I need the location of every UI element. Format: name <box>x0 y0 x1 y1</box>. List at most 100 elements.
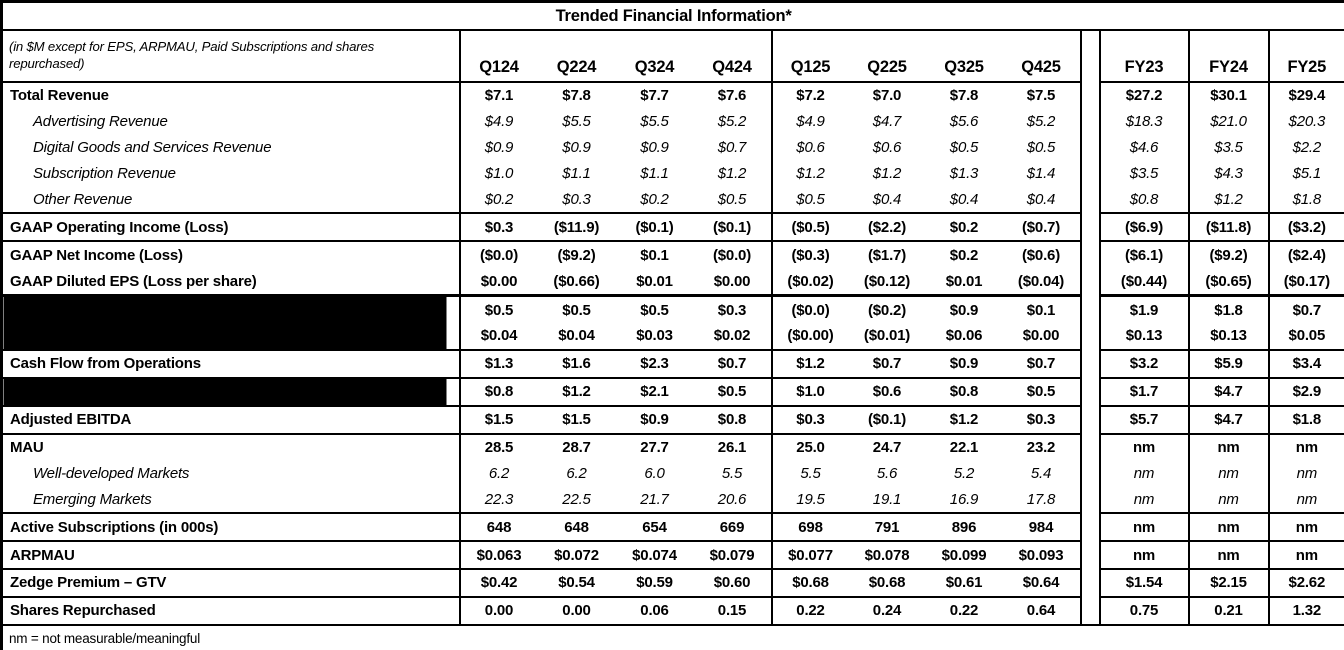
cell-redacted-row-1-fy25: $0.7 <box>1268 294 1344 324</box>
cell-shares-repurchased-fy24: 0.21 <box>1188 595 1270 625</box>
spacer-column-cell <box>1079 569 1101 597</box>
cell-shares-repurchased-fy25: 1.32 <box>1268 595 1344 625</box>
cell-redacted-row-1-q125: ($0.0) <box>771 294 849 324</box>
cell-shares-repurchased-q125: 0.22 <box>771 595 849 625</box>
cell-subscription-revenue-q324: $1.1 <box>640 165 669 183</box>
cell-advertising-revenue-fy24: $21.0 <box>1188 108 1270 135</box>
cell-gaap-net-income-q225: ($1.7) <box>848 240 926 269</box>
cell-cash-flow-from-operations-q424: $0.7 <box>693 348 773 378</box>
cell-active-subscriptions-fy23: nm <box>1099 512 1190 542</box>
cell-subscription-revenue-q125: $1.2 <box>796 165 825 183</box>
table-row-emerging-markets: Emerging Markets 22.3 22.5 21.7 20.6 19.5 19.1… <box>1 486 1344 514</box>
table-row-redacted-row-3: $0.8 $1.2 $2.1 $0.5 $1.0 $0.6 $0.8 $0.5 $1.7 $4.7… <box>1 376 1344 406</box>
cell-other-revenue-q225: $0.4 <box>872 191 902 208</box>
table-row-gaap-net-income: GAAP Net Income (Loss) ($0.0) ($9.2) $0.1 ($… <box>1 240 1344 269</box>
spacer-column-cell <box>1079 377 1101 406</box>
table-row-zedge-premium-gtv: Zedge Premium – GTV $0.42 $0.54 $0.59 $0.60 $… <box>1 568 1344 597</box>
cell-mau-q324: 27.7 <box>615 432 694 461</box>
cell-redacted-row-2-fy24: $0.13 <box>1188 323 1270 350</box>
cell-arpmau-q225: $0.078 <box>848 540 926 570</box>
cell-digital-goods-and-services-revenue-fy24: $3.5 <box>1188 134 1270 161</box>
footnote-row-nm: nm = not measurable/meaningful <box>1 623 1344 650</box>
spacer-column-cell <box>1079 323 1101 350</box>
cell-subscription-revenue-q424: $1.2 <box>693 160 773 187</box>
cell-zedge-premium-gtv-fy23: $1.54 <box>1099 568 1190 597</box>
cell-arpmau-q325: $0.099 <box>925 540 1003 570</box>
cell-advertising-revenue-q425: $5.2 <box>1026 113 1056 131</box>
col-header-fy24: FY24 <box>1188 30 1270 83</box>
cell-zedge-premium-gtv-q425: $0.64 <box>1002 568 1081 597</box>
cell-cash-flow-from-operations-q125: $1.2 <box>771 348 849 378</box>
cell-gaap-net-income-q324: $0.1 <box>615 240 694 269</box>
cell-shares-repurchased-q124: 0.00 <box>459 595 538 625</box>
cell-well-developed-markets-q224: 6.2 <box>566 464 587 482</box>
cell-total-revenue-fy25: $29.4 <box>1288 87 1326 105</box>
cell-gaap-operating-income-q425: ($0.7) <box>1002 212 1081 242</box>
row-label-subscription-revenue: Subscription Revenue <box>1 160 461 187</box>
cell-arpmau-q125: $0.077 <box>771 540 849 570</box>
cell-cash-flow-from-operations-q124: $1.3 <box>459 348 538 378</box>
cell-well-developed-markets-fy25: nm <box>1296 464 1318 482</box>
cell-other-revenue-fy25: $1.8 <box>1292 191 1322 208</box>
cell-mau-fy25: nm <box>1268 432 1344 461</box>
spacer-column-cell <box>1079 82 1101 109</box>
cell-emerging-markets-fy23: nm <box>1099 486 1190 514</box>
cell-other-revenue-q125: $0.5 <box>796 191 825 208</box>
col-header-fy23: FY23 <box>1099 30 1190 83</box>
cell-mau-q224: 28.7 <box>537 432 616 461</box>
unit-note: (in $M except for EPS, ARPMAU, Paid Subs… <box>1 30 461 83</box>
cell-mau-q124: 28.5 <box>459 432 538 461</box>
redaction-bar-redacted-row-2 <box>1 323 461 350</box>
table-row-redacted-row-1: $0.5 $0.5 $0.5 $0.3 ($0.0) ($0.2) $0.9 $0.1 $1.9… <box>1 294 1344 324</box>
spacer-column-cell <box>1079 295 1101 324</box>
cell-redacted-row-1-q425: $0.1 <box>1002 294 1081 324</box>
cell-digital-goods-and-services-revenue-q225: $0.6 <box>872 139 902 157</box>
row-label-gaap-operating-income: GAAP Operating Income (Loss) <box>1 212 461 242</box>
spacer-column-cell <box>1079 241 1101 269</box>
cell-advertising-revenue-q224: $5.5 <box>562 113 591 131</box>
cell-adjusted-ebitda-fy25: $1.8 <box>1268 404 1344 434</box>
cell-redacted-row-2-fy23: $0.13 <box>1099 323 1190 350</box>
cell-well-developed-markets-q225: 5.6 <box>876 464 898 482</box>
spacer-column-cell <box>1079 460 1101 487</box>
cell-mau-fy24: nm <box>1188 432 1270 461</box>
cell-gaap-diluted-eps-fy25: ($0.17) <box>1283 272 1330 290</box>
cell-arpmau-q424: $0.079 <box>693 540 773 570</box>
spacer-column-cell <box>1079 513 1101 542</box>
cell-redacted-row-3-q425: $0.5 <box>1002 376 1081 406</box>
row-label-total-revenue: Total Revenue <box>1 82 461 109</box>
cell-mau-q325: 22.1 <box>925 432 1003 461</box>
spacer-column-cell <box>1079 433 1101 461</box>
cell-redacted-row-3-q125: $1.0 <box>771 376 849 406</box>
cell-advertising-revenue-q124: $4.9 <box>484 113 514 131</box>
cell-adjusted-ebitda-q324: $0.9 <box>615 404 694 434</box>
cell-gaap-diluted-eps-q425: ($0.04) <box>1017 272 1065 290</box>
table-row-subscription-revenue: Subscription Revenue $1.0 $1.1 $1.1 $1.2 $1.2… <box>1 160 1344 187</box>
cell-gaap-diluted-eps-q424: $0.00 <box>693 268 773 296</box>
cell-gaap-operating-income-q125: ($0.5) <box>771 212 849 242</box>
cell-gaap-net-income-q124: ($0.0) <box>459 240 538 269</box>
cell-cash-flow-from-operations-q325: $0.9 <box>925 348 1003 378</box>
table-row-cash-flow-from-operations: Cash Flow from Operations $1.3 $1.6 $2.3 $0.… <box>1 348 1344 378</box>
cell-gaap-diluted-eps-q324: $0.01 <box>636 272 673 290</box>
cell-mau-q125: 25.0 <box>771 432 849 461</box>
cell-redacted-row-2-q125: ($0.00) <box>787 327 834 345</box>
cell-shares-repurchased-q425: 0.64 <box>1002 595 1081 625</box>
col-header-q225: Q225 <box>848 30 926 83</box>
cell-arpmau-fy25: nm <box>1268 540 1344 570</box>
cell-advertising-revenue-q424: $5.2 <box>693 108 773 135</box>
cell-shares-repurchased-q325: 0.22 <box>925 595 1003 625</box>
cell-digital-goods-and-services-revenue-q125: $0.6 <box>796 139 825 157</box>
row-label-arpmau: ARPMAU <box>1 540 461 570</box>
row-label-gaap-diluted-eps: GAAP Diluted EPS (Loss per share) <box>1 268 461 296</box>
cell-redacted-row-1-q124: $0.5 <box>459 294 538 324</box>
cell-advertising-revenue-q324: $5.5 <box>640 113 669 131</box>
spacer-column-cell <box>1079 405 1101 434</box>
table-row-gaap-diluted-eps: GAAP Diluted EPS (Loss per share) $0.00 ($… <box>1 268 1344 296</box>
cell-emerging-markets-fy25: nm <box>1296 490 1318 508</box>
cell-emerging-markets-fy24: nm <box>1188 486 1270 514</box>
cell-gaap-diluted-eps-q225: ($0.12) <box>863 272 911 290</box>
cell-adjusted-ebitda-q225: ($0.1) <box>848 404 926 434</box>
cell-emerging-markets-q125: 19.5 <box>796 490 825 508</box>
